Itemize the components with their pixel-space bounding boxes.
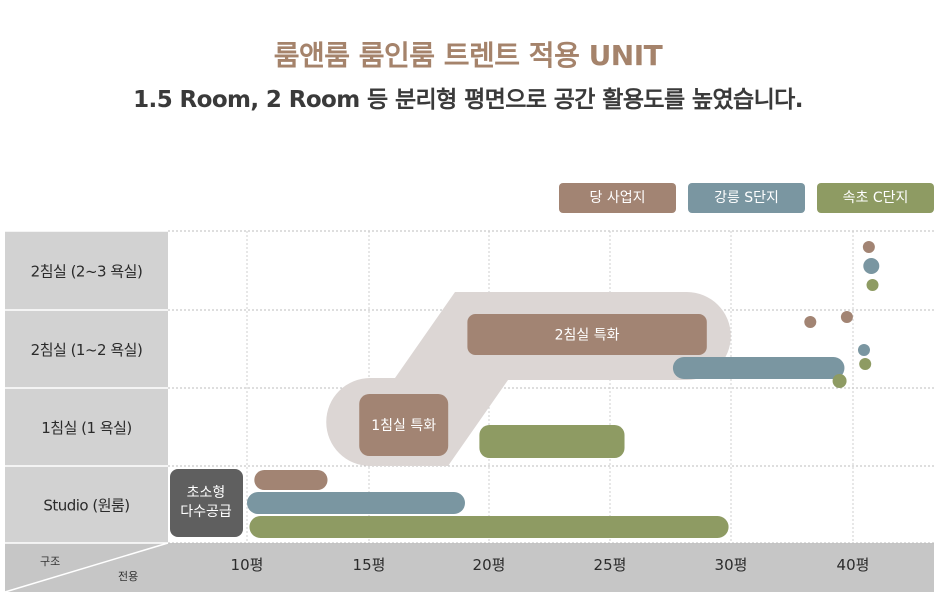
legend-item-gangneung-s: 강릉 S단지 [688,183,805,213]
legend-item-sokcho-c: 속초 C단지 [817,183,934,213]
x-tick-label: 10평 [231,556,264,574]
category-label: 2침실 (2~3 욕실) [31,263,143,281]
data-point [866,279,879,291]
category-panel [5,231,168,543]
annotation-text: 초소형 [187,485,226,501]
legend-item-current-site: 당 사업지 [559,183,676,213]
axis-corner-diagonal [4,542,169,593]
page-subtitle: 1.5 Room, 2 Room 등 분리형 평면으로 공간 활용도를 높였습니… [133,87,803,113]
data-point [840,311,853,323]
category-label: 2침실 (1~2 욕실) [31,341,143,359]
data-point [863,258,880,274]
data-point [804,316,817,328]
x-tick-label: 20평 [473,556,506,574]
x-axis-band [5,543,934,592]
annotation-text: 다수공급 [180,504,232,520]
x-tick-label: 30평 [715,556,748,574]
x-tick-label: 40평 [837,556,870,574]
category-label: Studio (원룸) [43,497,129,515]
data-point [832,374,847,388]
y-axis-label: 구조 [40,555,60,568]
range-bar [359,394,449,456]
x-axis-label: 전용 [118,570,138,583]
range-bar [467,314,707,355]
x-tick-label: 25평 [594,556,627,574]
range-bar [249,516,729,538]
category-label: 1침실 (1 욕실) [41,419,132,437]
x-tick-label: 15평 [353,556,386,574]
range-bar [479,425,625,458]
page-title: 룸앤룸 룸인룸 트렌트 적용 UNIT [273,39,663,72]
range-bar [254,470,328,490]
annotation-box [170,469,243,537]
data-point [857,344,870,356]
range-bar-label: 1침실 특화 [371,418,436,434]
range-bar-label: 2침실 특화 [555,328,620,344]
data-point [862,241,875,253]
range-bar [247,492,465,514]
data-point [859,358,872,370]
range-bar [672,357,845,379]
